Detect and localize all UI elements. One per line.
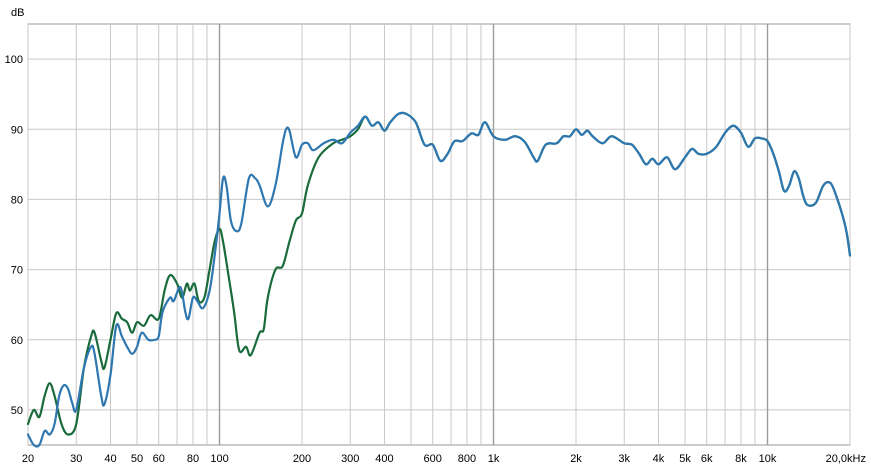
y-tick-label: 100 — [5, 54, 23, 66]
x-tick-label: 40 — [104, 453, 116, 465]
x-tick-label: 300 — [341, 453, 359, 465]
series-layer — [26, 111, 852, 448]
y-tick-label: 50 — [11, 405, 23, 417]
x-tick-label: 1k — [488, 453, 500, 465]
series-line-2 — [26, 111, 852, 448]
x-tick-label: 600 — [424, 453, 442, 465]
x-tick-label: 20 — [22, 453, 34, 465]
x-tick-label: 80 — [187, 453, 199, 465]
x-tick-label: 10k — [759, 453, 777, 465]
y-tick-label: 90 — [11, 124, 23, 136]
x-tick-label: 100 — [210, 453, 228, 465]
x-tick-label: 200 — [293, 453, 311, 465]
y-tick-label: 70 — [11, 265, 23, 277]
x-tick-label: 50 — [131, 453, 143, 465]
plot-area — [27, 23, 851, 446]
grid-lines — [27, 24, 851, 445]
x-tick-label: 20,0kHz — [826, 453, 866, 465]
tick-labels: 50 60 70 80 90 100 20 30 40 50 60 80 100 200 300 400 600… — [5, 54, 866, 465]
x-tick-label: 2k — [570, 453, 582, 465]
y-tick-label: 60 — [11, 335, 23, 347]
x-tick-label: 30 — [70, 453, 82, 465]
y-tick-label: 80 — [11, 194, 23, 206]
y-axis-label: dB — [11, 7, 24, 19]
x-tick-label: 6k — [701, 453, 713, 465]
x-tick-label: 8k — [735, 453, 747, 465]
x-tick-label: 60 — [153, 453, 165, 465]
x-tick-label: 800 — [458, 453, 476, 465]
x-tick-label: 4k — [653, 453, 665, 465]
x-tick-label: 3k — [618, 453, 630, 465]
x-tick-label: 5k — [679, 453, 691, 465]
x-tick-label: 400 — [375, 453, 393, 465]
